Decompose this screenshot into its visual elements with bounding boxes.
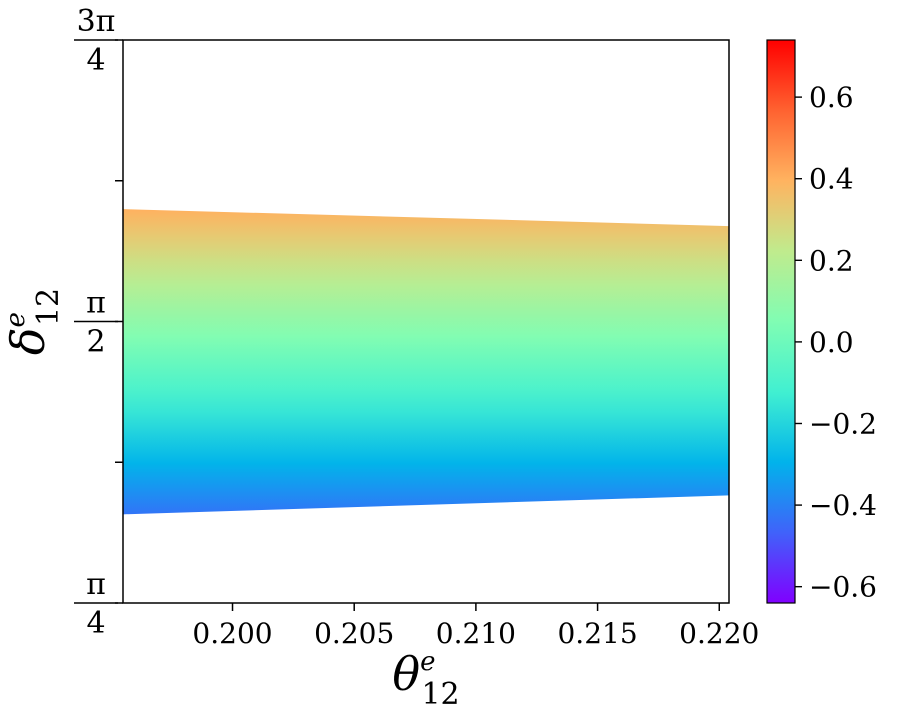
- y-tick-label-numerator: 3π: [77, 4, 116, 39]
- x-tick-label: 0.210: [436, 617, 516, 650]
- x-tick-label: 0.205: [314, 617, 394, 650]
- y-axis-label-sup: e: [1, 312, 31, 327]
- y-tick-label-denominator: 4: [86, 43, 105, 78]
- y-axis-label-base: δ: [1, 327, 55, 355]
- y-tick-label-denominator: 2: [86, 325, 105, 360]
- allowed-region: [123, 209, 729, 515]
- colorbar: [766, 39, 796, 604]
- x-axis-label-sub: 12: [421, 677, 459, 712]
- colorbar-tick-label: −0.2: [809, 407, 877, 440]
- colorbar-tick-label: 0.4: [809, 163, 854, 196]
- x-tick-label: 0.200: [192, 617, 272, 650]
- y-tick-label-denominator: 4: [86, 606, 105, 641]
- colorbar-tick-label: 0.2: [809, 244, 854, 277]
- x-axis-label-base: θ: [392, 647, 420, 701]
- y-tick-label-numerator: π: [86, 567, 106, 602]
- x-axis-label-sup: e: [420, 647, 435, 677]
- y-axis-label-sub: 12: [31, 288, 66, 326]
- x-tick-label: 0.220: [679, 617, 759, 650]
- y-tick-label-numerator: π: [86, 286, 106, 321]
- colorbar-tick-label: 0.6: [809, 81, 854, 114]
- colorbar-tick-label: 0.0: [809, 326, 854, 359]
- x-axis-label: θe 12: [392, 647, 459, 712]
- colorbar-tick-label: −0.6: [809, 571, 877, 604]
- y-axis-label: δe12: [1, 288, 66, 355]
- x-tick-label: 0.215: [557, 617, 637, 650]
- colorbar-tick-label: −0.4: [809, 489, 877, 522]
